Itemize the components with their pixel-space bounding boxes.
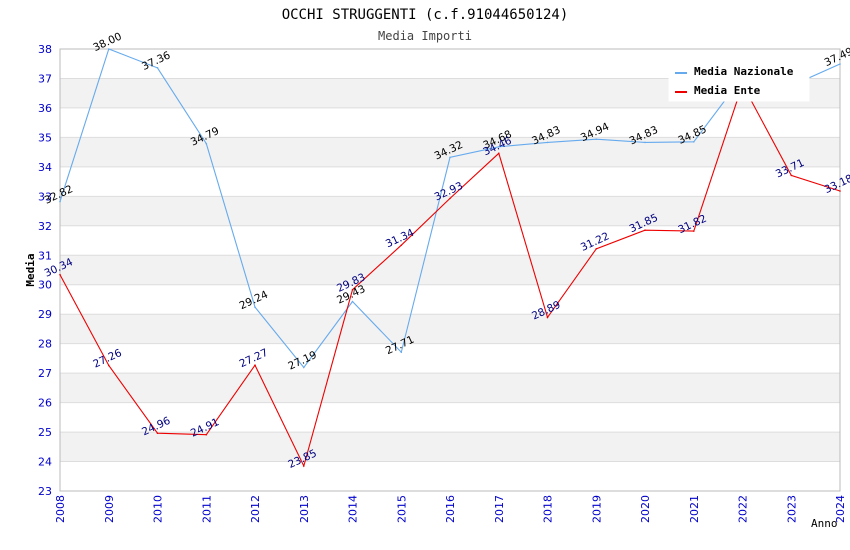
x-tick-label: 2016: [444, 495, 457, 523]
data-point-nazionale: [692, 141, 695, 143]
x-tick-label: 2023: [785, 495, 798, 523]
data-point-nazionale: [254, 306, 256, 308]
data-point-ente: [59, 273, 61, 276]
data-point-ente: [205, 433, 208, 436]
data-point-nazionale: [644, 141, 646, 144]
y-tick-label: 36: [38, 102, 52, 115]
legend-label-nazionale: Media Nazionale: [694, 65, 794, 78]
y-tick-label: 27: [38, 367, 52, 380]
y-tick-label: 34: [38, 161, 52, 174]
x-tick-label: 2009: [103, 495, 116, 523]
x-tick-label: 2017: [493, 495, 506, 523]
x-tick-label: 2008: [54, 495, 67, 523]
data-point-nazionale: [449, 156, 451, 159]
data-point-ente: [692, 230, 695, 232]
legend-label-ente: Media Ente: [694, 84, 761, 97]
data-label-nazionale: 37.36: [140, 49, 173, 73]
y-axis-label: Media: [24, 253, 37, 286]
x-tick-label: 2019: [590, 495, 603, 523]
data-label-ente: 27.26: [91, 347, 124, 371]
data-point-nazionale: [546, 141, 549, 144]
data-point-nazionale: [839, 63, 841, 65]
data-point-ente: [156, 432, 159, 435]
data-point-ente: [351, 288, 354, 291]
data-point-nazionale: [107, 48, 110, 50]
data-point-ente: [254, 364, 256, 366]
y-tick-label: 24: [38, 456, 52, 469]
y-tick-label: 37: [38, 72, 52, 85]
y-tick-label: 32: [38, 220, 52, 233]
data-point-ente: [546, 316, 549, 319]
data-point-ente: [400, 244, 403, 247]
data-label-nazionale: 38.00: [91, 30, 123, 54]
plot-band: [60, 432, 840, 462]
data-point-ente: [497, 152, 500, 155]
y-tick-label: 28: [38, 338, 52, 351]
plot-band: [60, 373, 840, 403]
y-tick-label: 26: [38, 397, 52, 410]
y-tick-label: 35: [38, 131, 52, 144]
data-point-ente: [449, 197, 451, 200]
data-point-nazionale: [400, 351, 403, 354]
x-tick-label: 2021: [688, 495, 701, 523]
x-tick-label: 2012: [249, 495, 262, 523]
plot-band: [60, 196, 840, 226]
data-point-ente: [839, 190, 841, 192]
x-tick-label: 2018: [542, 495, 555, 523]
y-tick-label: 31: [38, 249, 52, 262]
x-tick-label: 2015: [395, 495, 408, 523]
x-tick-label: 2020: [639, 495, 652, 523]
plot-band: [60, 255, 840, 285]
x-tick-label: 2010: [152, 495, 165, 523]
data-point-nazionale: [595, 138, 598, 140]
data-label-ente: 33.18: [823, 173, 850, 197]
x-axis-ticks: 2008 2009 2010 2011 2012 2013 2014 2015 2016 2017…: [54, 495, 847, 523]
data-point-ente: [302, 465, 305, 467]
data-point-ente: [790, 174, 793, 177]
x-tick-label: 2022: [737, 495, 750, 523]
x-tick-label: 2013: [298, 495, 311, 523]
data-point-nazionale: [497, 146, 500, 148]
chart-subtitle: Media Importi: [378, 29, 472, 43]
x-tick-label: 2024: [834, 495, 847, 523]
plot-frame: [59, 48, 841, 492]
y-axis-ticks: 23 24 25 26 27 28 29 30 31 32 33 34 35 36 37 38: [38, 43, 52, 498]
y-tick-label: 30: [38, 279, 52, 292]
data-point-nazionale: [205, 142, 208, 145]
x-tick-label: 2014: [347, 495, 360, 523]
y-tick-label: 33: [38, 190, 52, 203]
legend: Media Nazionale Media Ente: [668, 61, 810, 102]
plot-bands: [60, 78, 840, 462]
x-tick-label: 2011: [200, 495, 213, 523]
data-point-ente: [644, 229, 646, 232]
data-label-nazionale: 29.24: [238, 288, 271, 312]
data-point-nazionale: [156, 67, 159, 69]
y-tick-label: 29: [38, 308, 52, 321]
data-point-ente: [107, 364, 110, 367]
legend-box: [668, 61, 810, 102]
data-point-nazionale: [351, 300, 354, 303]
y-tick-label: 25: [38, 426, 52, 439]
plot-band: [60, 314, 840, 344]
plot-band: [60, 137, 840, 167]
y-tick-label: 38: [38, 43, 52, 56]
chart-title: OCCHI STRUGGENTI (c.f.91044650124): [282, 7, 569, 23]
data-point-nazionale: [302, 366, 305, 369]
data-point-nazionale: [59, 200, 61, 203]
series-lines: [59, 48, 841, 468]
x-axis-label: Anno: [811, 517, 838, 530]
data-point-ente: [595, 247, 598, 250]
y-tick-label: 23: [38, 485, 52, 498]
